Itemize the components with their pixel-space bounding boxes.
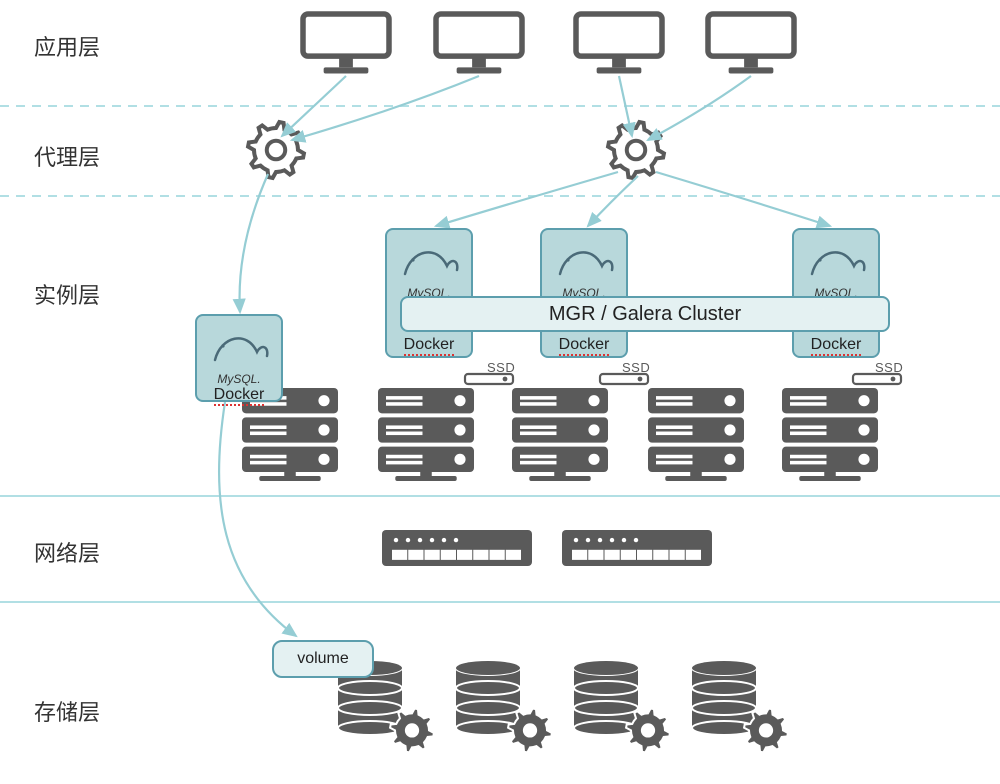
ssd-tag-1: SSD [622, 360, 650, 375]
volume-box: volume [272, 640, 374, 678]
docker-label: Docker [811, 336, 862, 356]
switch-icon [562, 530, 712, 566]
flow-arrow [292, 76, 479, 140]
mysql-icon [197, 316, 285, 374]
switch-icon [382, 530, 532, 566]
server-icon [378, 388, 474, 481]
docker-box-cluster-1: MySQL. Docker [540, 228, 628, 358]
server-icon [782, 388, 878, 481]
flow-arrow [436, 172, 618, 226]
gear-icon [248, 122, 304, 178]
ssd-icon [853, 374, 901, 384]
ssd-icon [600, 374, 648, 384]
monitor-icon [576, 14, 662, 74]
monitor-icon [303, 14, 389, 74]
volume-label: volume [297, 650, 349, 668]
docker-label: Docker [559, 336, 610, 356]
server-icon [648, 388, 744, 481]
ssd-icon [465, 374, 513, 384]
cluster-bar: MGR / Galera Cluster [400, 296, 890, 332]
mysql-icon [794, 230, 882, 288]
monitor-icon [436, 14, 522, 74]
docker-box-single: MySQL. Docker [195, 314, 283, 402]
ssd-tag-2: SSD [875, 360, 903, 375]
gear-icon [608, 122, 664, 178]
mysql-icon [542, 230, 630, 288]
docker-box-cluster-2: MySQL. Docker [792, 228, 880, 358]
mysql-icon [387, 230, 475, 288]
flow-arrow [240, 174, 268, 312]
diagram-stage [0, 0, 1000, 784]
database-gear-icon [456, 661, 552, 752]
cluster-bar-label: MGR / Galera Cluster [549, 303, 741, 326]
docker-box-cluster-0: MySQL. Docker [385, 228, 473, 358]
ssd-tag-0: SSD [487, 360, 515, 375]
database-gear-icon [692, 661, 788, 752]
database-gear-icon [574, 661, 670, 752]
server-icon [512, 388, 608, 481]
docker-label: Docker [214, 386, 265, 406]
monitor-icon [708, 14, 794, 74]
flow-arrow [648, 76, 751, 140]
flow-arrow [588, 176, 638, 226]
docker-label: Docker [404, 336, 455, 356]
flow-arrow [656, 172, 830, 226]
mysql-label: MySQL. [197, 372, 281, 386]
